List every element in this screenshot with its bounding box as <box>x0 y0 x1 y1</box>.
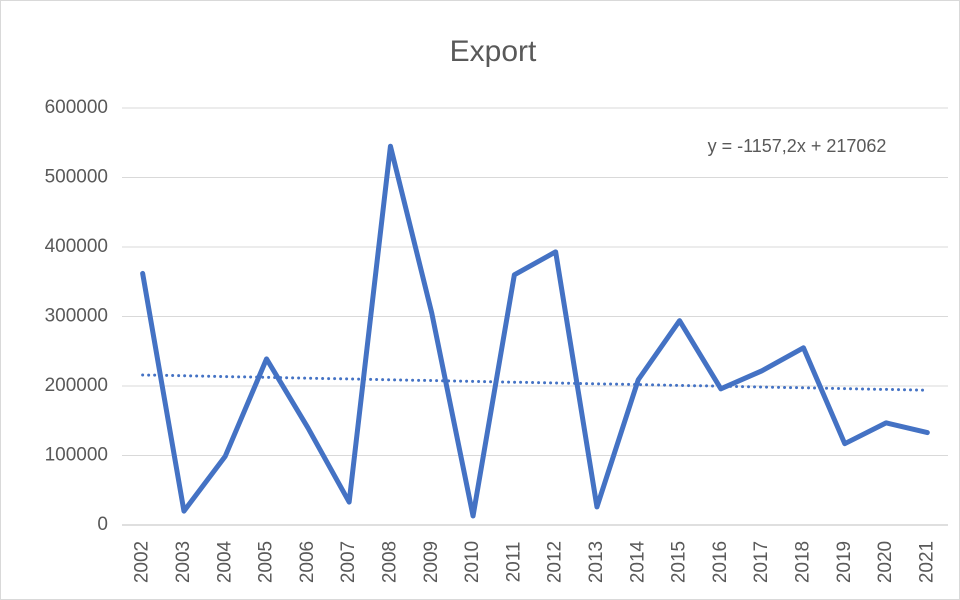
x-tick-label: 2011 <box>503 542 524 583</box>
y-tick-label: 200000 <box>45 375 108 396</box>
x-tick-label: 2019 <box>834 541 855 583</box>
y-tick-label: 500000 <box>45 167 108 188</box>
data-line <box>140 143 930 519</box>
y-tick-label: 300000 <box>45 306 108 327</box>
y-tick-label: 600000 <box>45 97 108 118</box>
x-tick-label: 2006 <box>297 541 318 583</box>
x-tick-label: 2018 <box>792 541 813 583</box>
x-tick-label: 2005 <box>256 541 277 583</box>
x-tick-label: 2008 <box>379 541 400 583</box>
x-tick-label: 2013 <box>586 541 607 583</box>
chart-title: Export <box>450 35 537 68</box>
x-tick-label: 2017 <box>751 541 772 583</box>
x-tick-label: 2012 <box>545 541 566 583</box>
trendline-equation: y = -1157,2x + 217062 <box>708 136 887 156</box>
x-tick-label: 2009 <box>421 541 442 583</box>
y-tick-label: 100000 <box>45 445 108 466</box>
x-tick-label: 2004 <box>214 540 235 583</box>
x-tick-label: 2007 <box>338 541 359 583</box>
trendline <box>141 373 929 392</box>
x-tick-label: 2003 <box>173 541 194 583</box>
x-tick-label: 2021 <box>916 541 937 583</box>
x-tick-label: 2015 <box>669 541 690 583</box>
y-tick-label: 400000 <box>45 236 108 257</box>
x-tick-label: 2020 <box>875 541 896 583</box>
y-tick-label: 0 <box>97 514 108 535</box>
x-tick-label: 2014 <box>627 540 648 583</box>
x-tick-label: 2016 <box>710 541 731 583</box>
x-tick-label: 2010 <box>462 541 483 583</box>
x-tick-label: 2002 <box>132 541 153 583</box>
